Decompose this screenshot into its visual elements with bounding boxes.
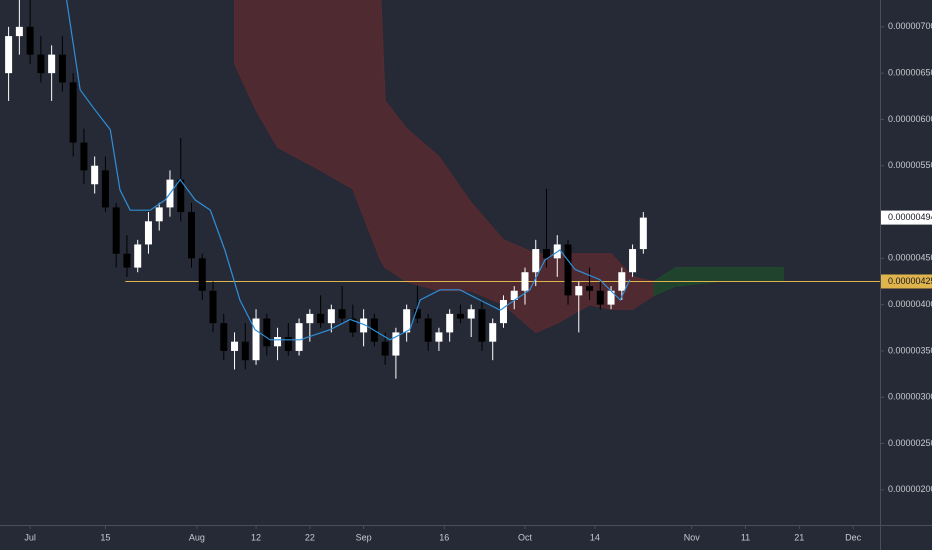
- x-tick-label: Nov: [684, 532, 701, 542]
- y-tick-label: 0.00000600: [888, 114, 932, 124]
- y-tick-label: 0.00000250: [888, 438, 932, 448]
- candle-body: [521, 272, 529, 291]
- plot-area: [5, 0, 880, 379]
- indicator-line: [66, 0, 631, 341]
- candle-body: [489, 323, 497, 342]
- candle-body: [532, 249, 540, 273]
- candle-body: [499, 300, 507, 324]
- y-tick-label: 0.00000350: [888, 345, 932, 355]
- candle-body: [80, 142, 88, 171]
- candle-body: [317, 313, 325, 324]
- candle-body: [392, 332, 400, 356]
- x-tick-label: Sep: [356, 532, 372, 542]
- candle-body: [618, 272, 626, 291]
- candle-body: [413, 309, 421, 319]
- x-tick-label: Jul: [24, 532, 36, 542]
- candle-body: [435, 332, 443, 342]
- candle-body: [349, 318, 357, 333]
- candle-body: [607, 290, 615, 305]
- x-tick-label: Oct: [518, 532, 533, 542]
- axes: 0.00000700 0.00000650 0.00000600 0.00000550…: [24, 21, 932, 542]
- candle-body: [231, 341, 239, 351]
- candle-body: [187, 212, 195, 259]
- x-tick-label: 16: [439, 532, 449, 542]
- y-tick-label: 0.00000650: [888, 68, 932, 78]
- candle-body: [403, 309, 411, 333]
- candle-body: [456, 313, 464, 319]
- candle-body: [295, 323, 303, 351]
- x-tick-label: Aug: [189, 532, 205, 542]
- candle-body: [209, 290, 217, 324]
- candle-body: [123, 253, 131, 268]
- candle-body: [629, 249, 637, 273]
- y-tick-label: 0.00000400: [888, 299, 932, 309]
- candle-body: [5, 36, 13, 74]
- candle-body: [220, 323, 228, 351]
- last-price-box: [881, 210, 932, 225]
- candle-body: [360, 318, 368, 333]
- y-tick-label: 0.00000700: [888, 21, 932, 31]
- candle-body: [26, 26, 34, 55]
- x-tick-label: Dec: [845, 532, 862, 542]
- candle-body: [252, 318, 260, 361]
- candle-body: [15, 26, 23, 37]
- candle-body: [101, 170, 109, 208]
- level-price-label: 0.00000425: [888, 276, 932, 286]
- x-tick-label: 11: [741, 532, 750, 542]
- candle-body: [446, 313, 454, 333]
- candle-body: [69, 82, 77, 143]
- level-price-box: [881, 274, 932, 289]
- candle-body: [134, 244, 142, 268]
- candle-body: [596, 290, 604, 305]
- candle-body: [424, 318, 432, 342]
- candle-body: [478, 309, 486, 342]
- candle-body: [198, 258, 206, 291]
- candle-body: [575, 286, 583, 296]
- candle-body: [274, 337, 282, 347]
- candle-body: [306, 313, 314, 324]
- candle-body: [564, 244, 572, 296]
- candle-body: [48, 54, 56, 74]
- candle-body: [586, 286, 594, 291]
- candle-body: [112, 207, 120, 254]
- candle-body: [177, 179, 185, 213]
- x-tick-label: 12: [251, 532, 261, 542]
- candle-body: [543, 249, 551, 259]
- candle-body: [58, 54, 66, 83]
- candle-body: [91, 165, 99, 185]
- last-price-label: 0.00000494: [888, 212, 932, 222]
- x-tick-label: 21: [794, 532, 804, 542]
- y-tick-label: 0.00000300: [888, 392, 932, 402]
- x-tick-label: 14: [590, 532, 600, 542]
- candle-body: [510, 290, 518, 300]
- candle-body: [338, 309, 346, 319]
- candle-body: [381, 341, 389, 356]
- candle-body: [241, 341, 249, 361]
- candle-body: [263, 318, 271, 347]
- candle-body: [284, 337, 292, 351]
- candle-body: [327, 309, 335, 324]
- y-tick-label: 0.00000550: [888, 160, 932, 170]
- x-tick-label: 15: [100, 532, 110, 542]
- candle-body: [639, 217, 647, 250]
- x-tick-label: 22: [305, 532, 315, 542]
- candle-body: [144, 221, 152, 245]
- y-tick-label: 0.00000200: [888, 484, 932, 494]
- candle-body: [467, 309, 475, 319]
- candle-body: [37, 54, 45, 74]
- y-tick-label: 0.00000450: [888, 253, 932, 263]
- candle-body: [155, 207, 163, 222]
